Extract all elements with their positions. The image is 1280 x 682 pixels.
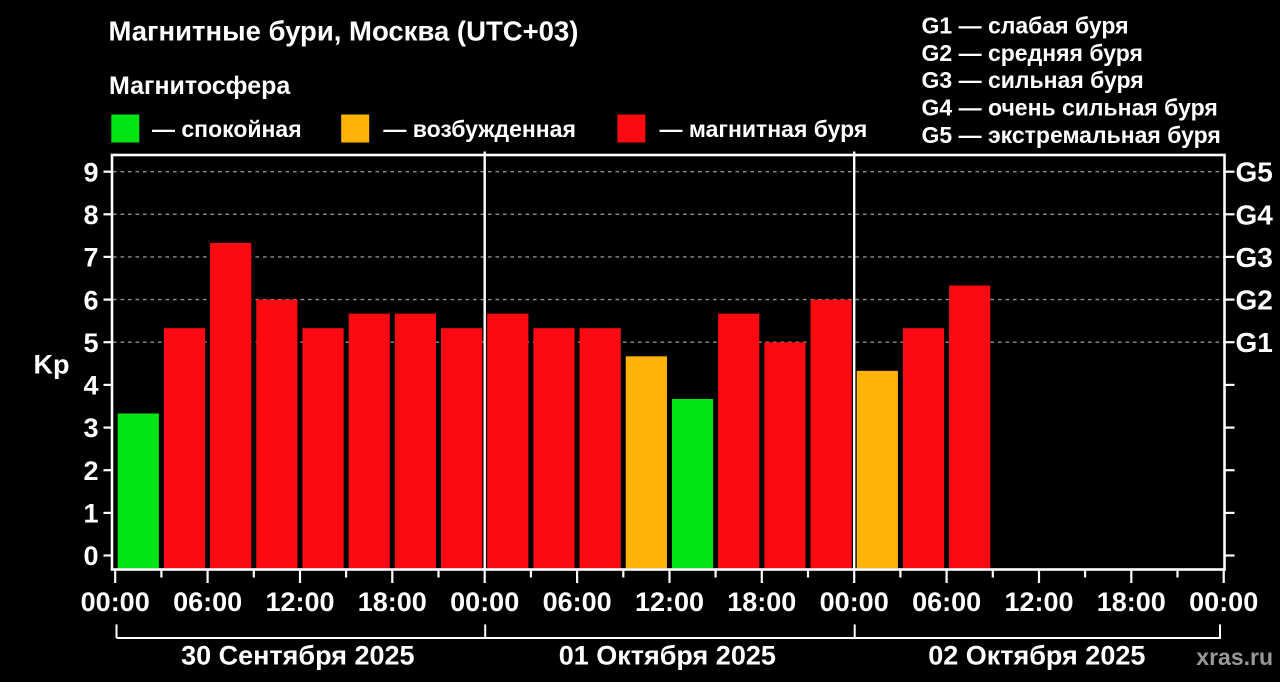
- svg-text:G4: G4: [1236, 199, 1274, 230]
- svg-text:— магнитная буря: — магнитная буря: [660, 116, 868, 142]
- svg-text:G2 — средняя буря: G2 — средняя буря: [922, 40, 1143, 66]
- svg-text:G2: G2: [1236, 285, 1273, 316]
- svg-text:G3: G3: [1236, 242, 1273, 273]
- svg-text:00:00: 00:00: [81, 587, 150, 617]
- svg-text:18:00: 18:00: [727, 587, 796, 617]
- svg-text:06:00: 06:00: [543, 587, 612, 617]
- svg-text:G4 — очень сильная буря: G4 — очень сильная буря: [922, 95, 1218, 121]
- svg-text:02 Октября 2025: 02 Октября 2025: [928, 641, 1145, 671]
- svg-text:G1 — слабая буря: G1 — слабая буря: [922, 13, 1129, 39]
- svg-text:12:00: 12:00: [1004, 587, 1073, 617]
- svg-text:2: 2: [83, 456, 98, 486]
- svg-text:6: 6: [83, 285, 98, 315]
- svg-text:7: 7: [83, 243, 98, 273]
- svg-text:06:00: 06:00: [912, 587, 981, 617]
- svg-text:1: 1: [83, 499, 98, 529]
- svg-text:Магнитосфера: Магнитосфера: [109, 72, 291, 100]
- svg-text:G1: G1: [1236, 327, 1273, 358]
- svg-text:00:00: 00:00: [1189, 587, 1258, 617]
- svg-text:18:00: 18:00: [358, 587, 427, 617]
- svg-text:3: 3: [83, 413, 98, 443]
- svg-text:12:00: 12:00: [635, 587, 704, 617]
- svg-text:30 Сентября 2025: 30 Сентября 2025: [181, 641, 414, 671]
- svg-text:4: 4: [83, 371, 98, 401]
- svg-text:Kp: Kp: [34, 350, 70, 380]
- svg-text:0: 0: [83, 541, 98, 571]
- svg-text:01 Октября 2025: 01 Октября 2025: [559, 641, 776, 671]
- svg-text:18:00: 18:00: [1097, 587, 1166, 617]
- svg-text:5: 5: [83, 328, 98, 358]
- svg-text:G5 — экстремальная буря: G5 — экстремальная буря: [922, 122, 1221, 148]
- svg-text:8: 8: [83, 200, 98, 230]
- svg-text:06:00: 06:00: [173, 587, 242, 617]
- svg-text:Магнитные бури, Москва (UTC+03: Магнитные бури, Москва (UTC+03): [109, 16, 579, 47]
- svg-text:9: 9: [83, 157, 98, 187]
- svg-text:G3 — сильная буря: G3 — сильная буря: [922, 67, 1144, 93]
- svg-text:— спокойная: — спокойная: [152, 116, 302, 142]
- svg-text:xras.ru: xras.ru: [1196, 644, 1273, 670]
- svg-text:00:00: 00:00: [450, 587, 519, 617]
- svg-text:G5: G5: [1236, 157, 1273, 188]
- svg-text:— возбужденная: — возбужденная: [383, 116, 576, 142]
- svg-text:00:00: 00:00: [820, 587, 889, 617]
- svg-text:12:00: 12:00: [265, 587, 334, 617]
